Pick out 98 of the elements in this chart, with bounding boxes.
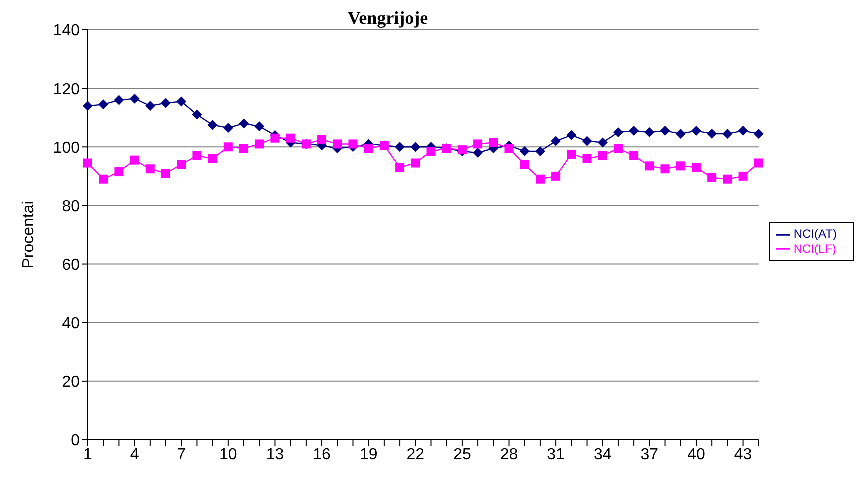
x-tick-label: 16 (313, 446, 332, 464)
point (645, 162, 654, 171)
point (99, 174, 108, 184)
point (396, 163, 405, 172)
point (582, 154, 592, 164)
point (224, 142, 233, 152)
x-tick-label: 13 (266, 446, 284, 464)
point (130, 156, 140, 165)
point (738, 126, 748, 136)
point (318, 135, 327, 144)
y-axis-title: Procentai (20, 201, 38, 269)
point (551, 136, 562, 146)
point (98, 100, 109, 110)
point (754, 158, 764, 168)
point (114, 168, 124, 177)
point (255, 140, 264, 149)
x-tick-label: 10 (220, 446, 238, 464)
point (348, 140, 358, 149)
point (613, 128, 624, 138)
point (708, 173, 717, 182)
point (566, 130, 577, 140)
point (504, 144, 514, 154)
y-tick-label: 140 (53, 22, 80, 40)
point (84, 158, 92, 168)
point (270, 134, 280, 143)
y-tick-label: 120 (53, 81, 80, 98)
point (567, 150, 576, 159)
point (114, 95, 124, 106)
point (722, 128, 733, 139)
point (192, 151, 202, 160)
point (208, 154, 218, 164)
point (738, 172, 748, 181)
x-tick-label: 31 (547, 446, 566, 464)
point (691, 126, 702, 136)
point (629, 126, 640, 136)
point (223, 123, 234, 134)
point (598, 138, 608, 148)
point (83, 101, 93, 112)
point (660, 126, 670, 136)
point (535, 146, 546, 157)
point (473, 148, 484, 158)
point (644, 128, 655, 138)
y-tick-label: 40 (62, 316, 80, 333)
point (395, 142, 406, 152)
point (146, 164, 155, 174)
point (614, 144, 623, 154)
point (582, 136, 592, 146)
point (754, 128, 764, 139)
point (660, 164, 670, 174)
x-tick-label: 22 (406, 446, 425, 464)
point (489, 138, 498, 148)
x-tick-label: 19 (360, 446, 378, 464)
point (707, 128, 718, 139)
point (240, 144, 249, 154)
point (598, 151, 608, 160)
point (145, 101, 156, 112)
point (411, 158, 420, 168)
point (552, 172, 561, 181)
x-tick-label: 43 (734, 446, 752, 464)
x-tick-label: 37 (640, 446, 659, 464)
x-tick-label: 1 (84, 446, 93, 464)
point (474, 140, 483, 149)
point (333, 140, 342, 149)
legend-label: NCI(LF) (794, 242, 837, 256)
point (630, 151, 639, 160)
point (192, 110, 202, 120)
point (410, 142, 421, 152)
point (177, 160, 186, 170)
x-tick-label: 34 (594, 446, 612, 464)
chart-title: Vengrijoje (348, 8, 428, 28)
point (364, 144, 374, 154)
point (723, 174, 732, 184)
y-tick-label: 60 (62, 256, 80, 274)
point (536, 174, 545, 184)
point (176, 96, 187, 107)
y-tick-label: 20 (62, 374, 80, 392)
point (130, 94, 140, 104)
point (208, 120, 218, 130)
legend-label: NCI(AT) (794, 226, 837, 241)
point (161, 98, 172, 108)
y-tick-label: 100 (53, 140, 80, 157)
x-tick-label: 25 (454, 446, 472, 464)
point (676, 128, 686, 139)
y-tick-label: 0 (71, 432, 80, 450)
point (520, 160, 530, 170)
x-tick-label: 4 (130, 446, 140, 464)
point (520, 146, 530, 157)
point (676, 162, 686, 171)
x-tick-label: 7 (177, 446, 186, 464)
x-tick-label: 28 (500, 446, 518, 464)
point (254, 122, 265, 132)
point (426, 147, 436, 156)
y-tick-label: 80 (62, 198, 80, 216)
point (162, 169, 171, 178)
x-tick-label: 40 (688, 446, 706, 464)
point (286, 134, 296, 143)
point (692, 163, 701, 172)
point (239, 118, 250, 129)
